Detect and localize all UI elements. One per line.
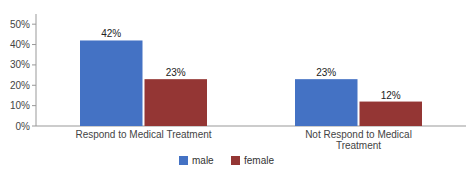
tick-mark <box>32 64 36 65</box>
bars <box>80 40 422 126</box>
data-labels: 42% 23% 23% 12% <box>101 28 401 100</box>
data-label: 42% <box>101 28 121 39</box>
tick-label: 40% <box>10 39 30 50</box>
axis-line <box>36 14 37 126</box>
bar <box>80 40 143 126</box>
legend-label: male <box>192 155 214 166</box>
tick-label: 50% <box>10 19 30 30</box>
legend-label: female <box>244 155 274 166</box>
data-label: 23% <box>316 67 336 78</box>
tick-mark <box>32 24 36 25</box>
category-label: Not Respond to MedicalTreatment <box>305 129 412 151</box>
chart: 0% 10% 20% 30% 40% 50% 42% 23% 23% 12% Respond to … <box>0 0 474 172</box>
tick-label: 30% <box>10 59 30 70</box>
category-label: Respond to Medical Treatment <box>75 129 211 140</box>
tick-label: 20% <box>10 80 30 91</box>
tick-mark <box>32 126 36 127</box>
legend-swatch <box>179 156 188 165</box>
data-label: 23% <box>166 67 186 78</box>
bar <box>360 102 423 126</box>
tick-mark <box>32 105 36 106</box>
tick-mark <box>32 44 36 45</box>
legend: male female <box>179 155 274 166</box>
bar <box>295 79 358 126</box>
legend-swatch <box>231 156 240 165</box>
data-label: 12% <box>381 90 401 101</box>
bar <box>145 79 208 126</box>
tick-label: 10% <box>10 100 30 111</box>
y-axis: 0% 10% 20% 30% 40% 50% <box>10 14 466 132</box>
tick-label: 0% <box>16 121 31 132</box>
tick-mark <box>32 85 36 86</box>
